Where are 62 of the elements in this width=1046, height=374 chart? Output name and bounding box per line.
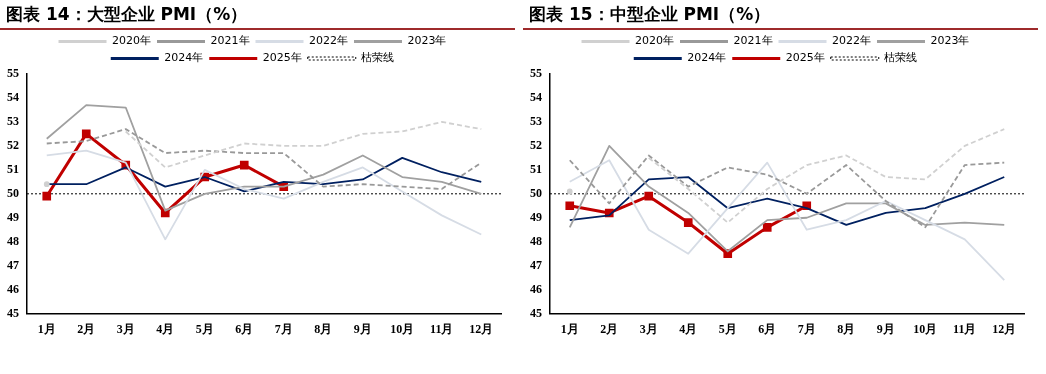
x-tick-label: 10月 (913, 321, 938, 336)
x-tick-label: 6月 (235, 321, 254, 336)
y-tick-label: 45 (7, 305, 19, 320)
x-tick-label: 4月 (156, 321, 175, 336)
x-tick-label: 8月 (837, 321, 856, 336)
y-tick-label: 49 (7, 209, 19, 224)
chart-title: 图表 15：中型企业 PMI（%） (523, 0, 1038, 30)
x-tick-label: 9月 (353, 321, 372, 336)
x-tick-label: 9月 (876, 321, 895, 336)
y-tick-label: 52 (530, 137, 542, 152)
chart-title: 图表 14：大型企业 PMI（%） (0, 0, 515, 30)
y-tick-label: 54 (7, 90, 19, 105)
legend-label: 枯荣线 (361, 51, 395, 65)
y-tick-label: 53 (530, 114, 542, 129)
legend-label: 2025年 (785, 51, 825, 65)
x-tick-label: 11月 (953, 321, 977, 336)
x-tick-label: 7月 (274, 321, 293, 336)
x-tick-label: 6月 (758, 321, 777, 336)
legend-label: 2022年 (832, 34, 871, 48)
legend-label: 2021年 (210, 34, 250, 48)
x-tick-label: 12月 (992, 321, 1017, 336)
x-tick-label: 10月 (390, 321, 415, 336)
y-tick-label: 54 (530, 90, 542, 105)
x-tick-label: 12月 (469, 321, 494, 336)
x-tick-label: 1月 (560, 321, 579, 336)
legend-label: 2024年 (164, 51, 204, 65)
y-tick-label: 53 (7, 114, 19, 129)
legend-label: 2024年 (687, 51, 727, 65)
legend-label: 2023年 (407, 34, 447, 48)
x-tick-label: 3月 (639, 321, 658, 336)
y-tick-label: 47 (530, 257, 542, 272)
legend-label: 2025年 (262, 51, 302, 65)
legend-label: 枯荣线 (884, 51, 918, 65)
x-tick-label: 7月 (797, 321, 816, 336)
y-tick-label: 55 (530, 66, 542, 81)
y-tick-label: 51 (530, 161, 542, 176)
x-tick-label: 2月 (600, 321, 619, 336)
y-tick-label: 50 (530, 185, 542, 200)
x-tick-label: 4月 (679, 321, 698, 336)
x-tick-label: 5月 (195, 321, 214, 336)
y-tick-label: 49 (530, 209, 542, 224)
x-tick-label: 11月 (430, 321, 454, 336)
x-tick-label: 5月 (718, 321, 737, 336)
x-tick-label: 1月 (37, 321, 56, 336)
y-tick-label: 45 (530, 305, 542, 320)
y-tick-label: 48 (530, 233, 542, 248)
y-tick-label: 55 (7, 66, 19, 81)
legend-label: 2023年 (930, 34, 970, 48)
legend-label: 2022年 (309, 34, 348, 48)
y-tick-label: 46 (7, 281, 19, 296)
legend-label: 2020年 (112, 34, 152, 48)
y-tick-label: 51 (7, 161, 19, 176)
y-tick-label: 50 (7, 185, 19, 200)
x-tick-label: 2月 (77, 321, 96, 336)
x-tick-label: 3月 (116, 321, 135, 336)
legend-label: 2021年 (733, 34, 773, 48)
y-tick-label: 46 (530, 281, 542, 296)
y-tick-label: 47 (7, 257, 19, 272)
legend-label: 2020年 (635, 34, 675, 48)
y-tick-label: 52 (7, 137, 19, 152)
y-tick-label: 48 (7, 233, 19, 248)
x-tick-label: 8月 (314, 321, 333, 336)
